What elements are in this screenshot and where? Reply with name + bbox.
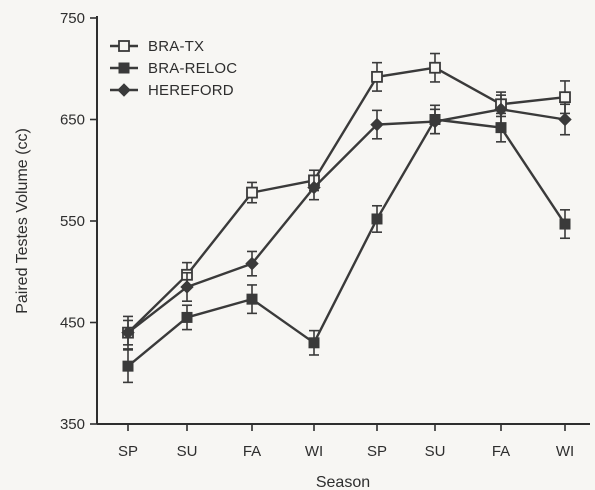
data-point-bra-tx [559,91,571,104]
data-point-bra-reloc [246,293,258,305]
data-point-hereford [307,180,321,195]
legend-marker [117,83,131,97]
data-point-hereford [180,280,194,294]
y-tick-label: 350 [60,416,85,433]
data-point-hereford [121,325,135,340]
x-tick-label: WI [305,443,323,460]
series-line-hereford [127,108,566,334]
y-tick-label: 450 [60,315,85,332]
data-point-bra-reloc [559,218,571,230]
series-bra-reloc [122,104,571,384]
data-point-hereford [370,117,384,132]
series-line-bra-reloc [127,118,566,368]
data-point-hereford [494,102,508,117]
legend-label: HEREFORD [148,82,234,99]
data-point-bra-tx [429,61,441,74]
x-tick-label: FA [492,443,510,460]
data-point-bra-reloc [371,213,383,225]
y-tick-label: 650 [60,112,85,129]
data-point-bra-tx [371,70,383,83]
data-point-hereford [558,112,572,127]
y-tick-label: 750 [60,10,85,27]
x-tick-label: FA [243,443,261,460]
data-point-bra-reloc [181,311,193,323]
x-axis-title: Season [316,474,370,490]
series-layer [121,52,572,384]
x-tick-label: SP [367,443,387,460]
legend-marker [118,40,130,52]
x-tick-label: WI [556,443,574,460]
legend-label: BRA-TX [148,38,204,55]
series-line-bra-tx [127,66,566,334]
data-point-hereford [245,256,259,271]
legend-item-bra-tx: BRA-TX [110,38,204,55]
axes: 350 450 550 650 750 SP SU FA WI SP SU FA WI [60,10,590,460]
y-axis-title: Paired Testes Volume (cc) [14,128,31,314]
data-point-bra-reloc [122,360,134,372]
legend-label: BRA-RELOC [148,60,237,77]
data-point-bra-tx [246,186,258,199]
legend-item-bra-reloc: BRA-RELOC [110,60,237,77]
series-hereford [121,94,572,350]
x-tick-label: SU [425,443,446,460]
legend-marker [118,62,130,74]
legend-item-hereford: HEREFORD [110,82,234,99]
data-point-bra-reloc [308,337,320,349]
data-point-hereford [428,114,442,129]
x-tick-label: SP [118,443,138,460]
x-tick-label: SU [177,443,198,460]
legend: BRA-TX BRA-RELOC HEREFORD [110,38,237,99]
y-tick-label: 550 [60,213,85,230]
